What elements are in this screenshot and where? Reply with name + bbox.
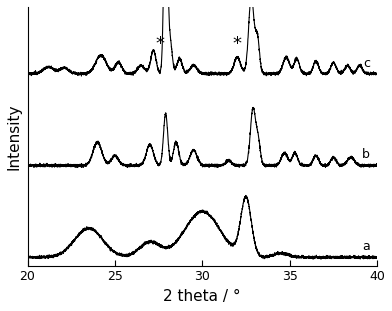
Text: *: * — [233, 35, 242, 53]
Text: *: * — [156, 35, 165, 53]
X-axis label: 2 theta / °: 2 theta / ° — [163, 289, 241, 304]
Y-axis label: Intensity: Intensity — [7, 103, 22, 169]
Text: c: c — [363, 57, 370, 70]
Text: a: a — [362, 240, 370, 253]
Text: b: b — [362, 148, 370, 161]
